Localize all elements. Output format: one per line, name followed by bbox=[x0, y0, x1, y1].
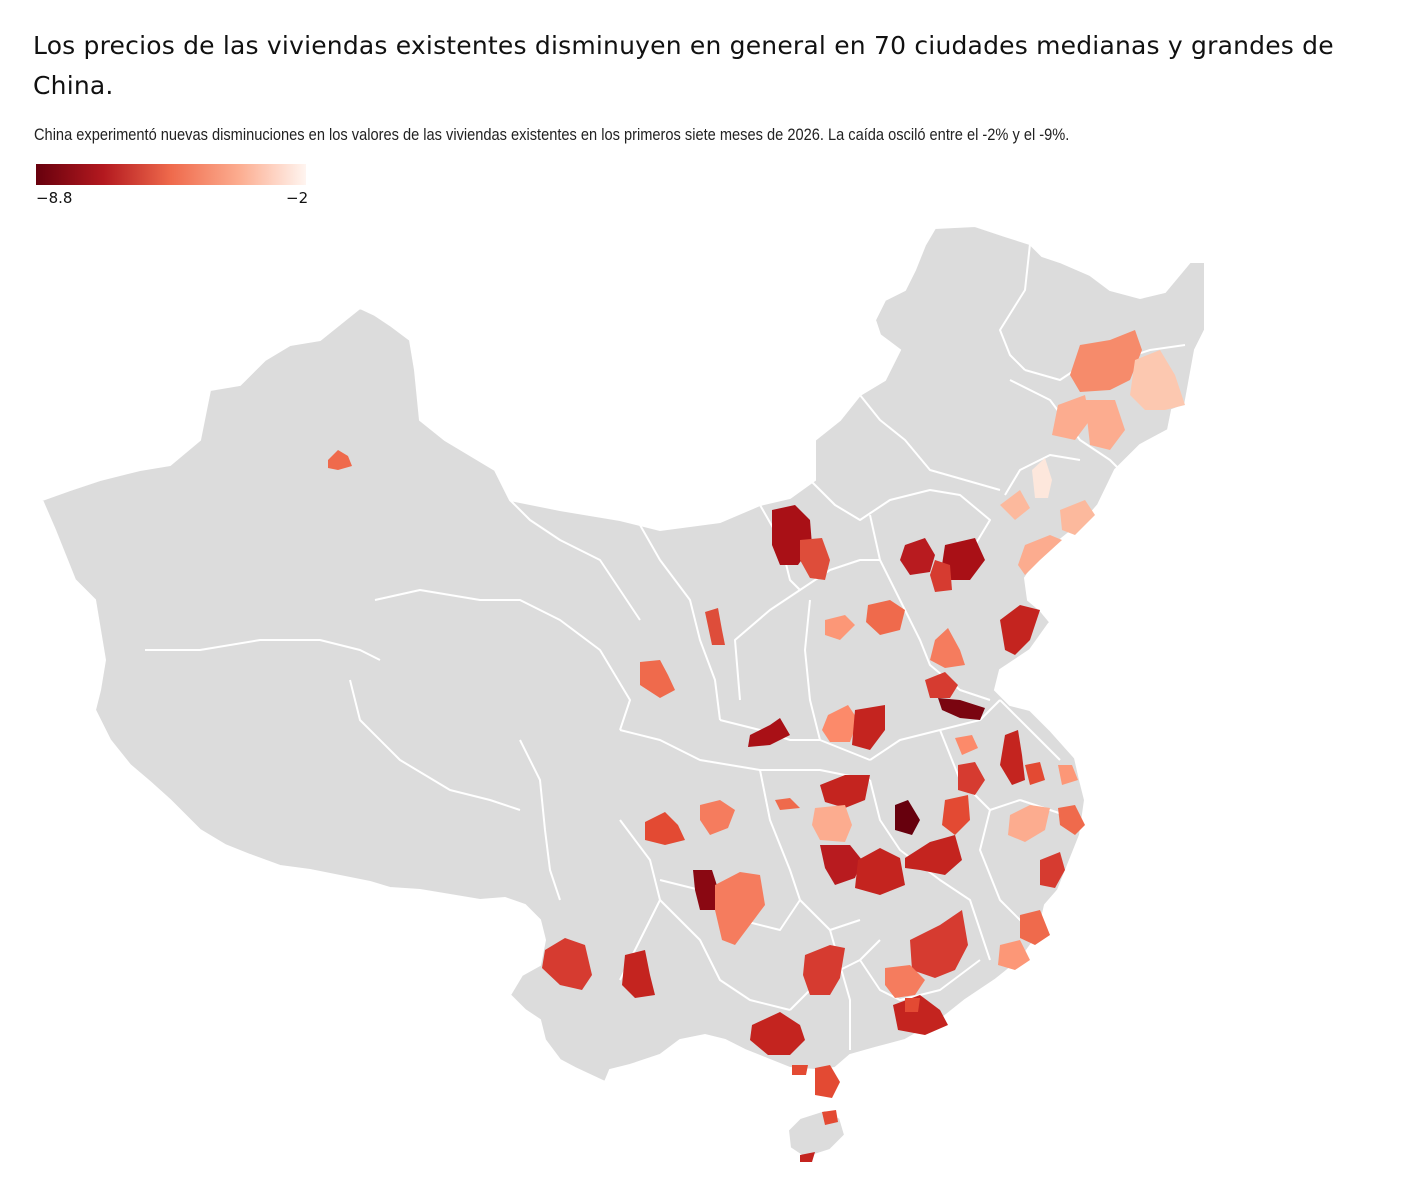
city-changde bbox=[820, 845, 862, 885]
city-tangshan bbox=[942, 538, 985, 580]
city-ningbo bbox=[1058, 805, 1085, 835]
chart-subtitle: China experimentó nuevas disminuciones e… bbox=[34, 125, 1070, 144]
city-chengdu bbox=[645, 812, 685, 845]
city-wuhan bbox=[895, 800, 920, 835]
city-shijiazhuang bbox=[866, 600, 905, 635]
city-nanchong bbox=[700, 800, 735, 835]
city-xuzhou bbox=[925, 672, 958, 698]
city-dandong bbox=[1060, 500, 1095, 535]
city-jinhua bbox=[1040, 852, 1065, 888]
city-hefei bbox=[955, 735, 978, 755]
city-dalian bbox=[1018, 535, 1062, 575]
legend-min-label: −8.8 bbox=[36, 189, 73, 207]
city-chongqing-region bbox=[775, 798, 800, 810]
chart-title: Los precios de las viviendas existentes … bbox=[33, 31, 1334, 100]
city-bengbu bbox=[938, 698, 985, 720]
city-yinchuan bbox=[705, 608, 725, 645]
city-luoyang bbox=[852, 705, 885, 750]
city-urumqi bbox=[328, 450, 352, 470]
city-guiyang-region bbox=[715, 872, 765, 945]
city-hangzhou bbox=[1008, 805, 1050, 842]
city-beihai bbox=[792, 1065, 808, 1075]
city-dali bbox=[542, 938, 592, 990]
city-zhanjiang bbox=[815, 1065, 840, 1098]
city-shanghai bbox=[1058, 765, 1078, 785]
city-nanning bbox=[750, 1012, 805, 1055]
city-jinzhou bbox=[1000, 490, 1030, 520]
city-nanchang bbox=[905, 835, 962, 875]
city-shaoguan bbox=[885, 965, 925, 998]
city-changchun bbox=[1052, 395, 1090, 440]
city-luzhou bbox=[693, 870, 722, 910]
color-legend-bar bbox=[36, 164, 306, 185]
city-jilin bbox=[1085, 400, 1125, 450]
city-xiamen bbox=[998, 940, 1030, 970]
city-taiyuan bbox=[825, 615, 855, 640]
city-zhengzhou bbox=[822, 705, 858, 742]
city-haikou bbox=[822, 1110, 838, 1125]
city-yangzhou bbox=[1000, 730, 1025, 785]
city-wuxi bbox=[1025, 762, 1045, 785]
city-regions bbox=[328, 330, 1185, 1162]
city-jinan bbox=[930, 628, 965, 668]
city-lanzhou bbox=[640, 660, 675, 698]
city-sanya bbox=[800, 1152, 815, 1162]
city-shenyang bbox=[1032, 458, 1052, 498]
city-mudanjiang bbox=[1130, 350, 1185, 410]
city-nanjing bbox=[958, 762, 985, 795]
city-tianjin bbox=[930, 560, 952, 592]
city-guilin bbox=[803, 945, 845, 995]
city-kunming bbox=[622, 950, 655, 998]
city-xiangyang bbox=[820, 775, 870, 808]
city-ganzhou bbox=[910, 910, 968, 978]
city-xian bbox=[748, 718, 790, 747]
city-beijing bbox=[900, 538, 935, 575]
city-huizhou bbox=[905, 998, 920, 1012]
city-harbin bbox=[1070, 330, 1142, 392]
city-yichang bbox=[812, 805, 852, 842]
city-quanzhou bbox=[1020, 910, 1050, 945]
city-anqing bbox=[942, 795, 970, 835]
legend-max-label: −2 bbox=[286, 189, 309, 207]
city-qingdao bbox=[1000, 605, 1040, 655]
china-land bbox=[40, 224, 1206, 1084]
city-yueyang bbox=[855, 848, 905, 895]
city-huhhot bbox=[800, 538, 830, 580]
